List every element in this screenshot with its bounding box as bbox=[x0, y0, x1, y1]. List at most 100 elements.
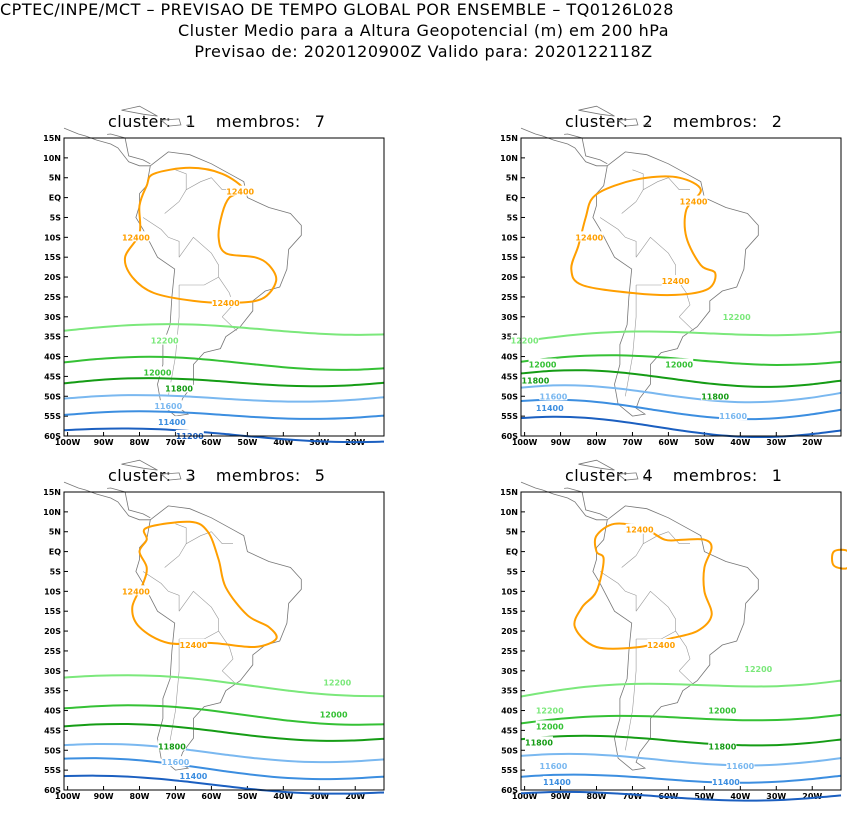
panel-title: cluster: 3 membros: 5 bbox=[108, 466, 339, 485]
south-america-coast bbox=[135, 151, 302, 417]
lon-tick-label: 60W bbox=[658, 438, 678, 447]
coastline bbox=[63, 459, 302, 771]
contour-label-bg bbox=[179, 638, 208, 649]
members-count: 1 bbox=[771, 466, 783, 485]
contour-12200 bbox=[520, 679, 842, 698]
contour-labels: 12400 12400 12400 12200 12000 11800 11600 11400… bbox=[121, 185, 255, 441]
central-america-coast bbox=[107, 133, 151, 165]
lon-tick-label: 20W bbox=[802, 438, 822, 447]
lat-tick-label: 10S bbox=[501, 587, 518, 596]
lat-tick-label: 10S bbox=[501, 233, 518, 242]
lon-tick-label: 20W bbox=[345, 792, 365, 801]
lon-tick-label: 100W bbox=[512, 792, 538, 801]
country-border bbox=[211, 531, 233, 544]
country-border bbox=[221, 670, 237, 685]
south-america-coast bbox=[592, 505, 759, 771]
contour-label-bg bbox=[719, 410, 748, 421]
lat-tick-label: 40S bbox=[501, 353, 518, 362]
contour-label-bg bbox=[539, 760, 568, 771]
country-border bbox=[675, 276, 691, 318]
contour-11400 bbox=[520, 398, 842, 421]
contour-label-bg bbox=[726, 760, 755, 771]
contour-label: 12400 bbox=[662, 277, 690, 286]
contour-label-bg bbox=[575, 231, 604, 242]
island-coast bbox=[121, 105, 158, 117]
contour-12200 bbox=[520, 330, 842, 343]
lon-tick-label: 100W bbox=[55, 792, 81, 801]
lat-tick-label: 15S bbox=[501, 253, 518, 262]
lat-tick-label: 5S bbox=[507, 567, 519, 576]
cluster-number: 1 bbox=[185, 112, 197, 131]
contour-label: 12400 bbox=[122, 233, 150, 242]
lat-tick-label: 55S bbox=[501, 766, 518, 775]
contour-label: 12200 bbox=[744, 665, 772, 674]
contour-label: 11400 bbox=[536, 404, 564, 413]
height-contours bbox=[520, 522, 847, 802]
contour-label-bg bbox=[179, 770, 208, 781]
country-border bbox=[668, 531, 690, 544]
lat-tick-label: 15S bbox=[44, 253, 61, 262]
coastline bbox=[520, 105, 759, 417]
lon-tick-label: 50W bbox=[694, 792, 714, 801]
cluster-label: cluster: bbox=[565, 112, 629, 131]
contour-label-bg bbox=[319, 708, 348, 719]
contour-11600 bbox=[520, 752, 842, 767]
lon-tick-label: 30W bbox=[766, 792, 786, 801]
lat-tick-label: 35S bbox=[44, 333, 61, 342]
lon-tick-label: 30W bbox=[766, 438, 786, 447]
country-border bbox=[142, 217, 180, 258]
lon-tick-label: 100W bbox=[512, 438, 538, 447]
contour-label: 12400 bbox=[226, 188, 254, 197]
contour-label: 12400 bbox=[575, 233, 603, 242]
contour-labels: 12400 12400 12400 12200 12200 12000 12000 11800… bbox=[510, 195, 751, 421]
country-border bbox=[621, 177, 669, 214]
lat-tick-label: 20S bbox=[501, 273, 518, 282]
contour-label: 11600 bbox=[539, 392, 567, 401]
contour-label: 11600 bbox=[154, 402, 182, 411]
contour-label: 11800 bbox=[521, 376, 549, 385]
lat-tick-label: EQ bbox=[49, 548, 61, 557]
lat-tick-label: 20S bbox=[44, 273, 61, 282]
contour-11200 bbox=[520, 790, 842, 802]
lat-tick-label: 60S bbox=[501, 786, 518, 795]
contour-label-bg bbox=[161, 756, 190, 767]
contour-label-bg bbox=[701, 390, 730, 401]
map-svg: 15N 10N 5N EQ 5S 10S 15S 20S 25S 30S 35S 40S 45S 50S 5… bbox=[500, 105, 842, 447]
country-border bbox=[218, 630, 234, 672]
panel-title: cluster: 2 membros: 2 bbox=[565, 112, 796, 131]
contour-label: 12000 bbox=[320, 711, 348, 720]
contour-label-bg bbox=[121, 585, 150, 596]
lon-tick-label: 90W bbox=[551, 438, 571, 447]
members-count: 5 bbox=[314, 466, 326, 485]
contour-label: 11800 bbox=[165, 384, 193, 393]
axis-ticks: 15N 10N 5N EQ 5S 10S 15S 20S 25S 30S 35S 40S 45S 50S 5… bbox=[43, 134, 365, 447]
south-america-coast bbox=[135, 505, 302, 771]
lon-tick-label: 100W bbox=[55, 438, 81, 447]
lat-tick-label: 55S bbox=[501, 412, 518, 421]
lon-tick-label: 90W bbox=[551, 792, 571, 801]
height-contours bbox=[63, 520, 385, 795]
country-border bbox=[599, 571, 637, 612]
cluster-number: 2 bbox=[642, 112, 654, 131]
country-border bbox=[142, 571, 180, 612]
contour-label-bg bbox=[323, 676, 352, 687]
lat-tick-label: 15N bbox=[43, 488, 61, 497]
island-coast bbox=[160, 118, 182, 127]
contour-label: 11600 bbox=[719, 412, 747, 421]
country-border bbox=[635, 590, 676, 632]
field-title: Cluster Medio para a Altura Geopotencial… bbox=[177, 21, 670, 40]
map-panel-cluster-1: cluster: 1 membros: 7 15N 10N 5N EQ 5S 10S 15S 20… bbox=[20, 105, 450, 482]
contour-label-bg bbox=[711, 776, 740, 787]
lat-tick-label: 15N bbox=[500, 488, 518, 497]
lon-tick-label: 30W bbox=[309, 438, 329, 447]
members-label: membros: bbox=[672, 466, 758, 485]
contour-label-bg bbox=[521, 374, 550, 385]
lat-tick-label: 25S bbox=[501, 647, 518, 656]
contour-12400 bbox=[831, 548, 847, 570]
contour-12000 bbox=[63, 355, 385, 371]
contour-label: 11800 bbox=[158, 742, 186, 751]
country-border bbox=[178, 590, 219, 632]
lat-tick-label: 10N bbox=[500, 154, 518, 163]
contour-label-bg bbox=[510, 334, 539, 345]
lat-tick-label: 30S bbox=[44, 667, 61, 676]
